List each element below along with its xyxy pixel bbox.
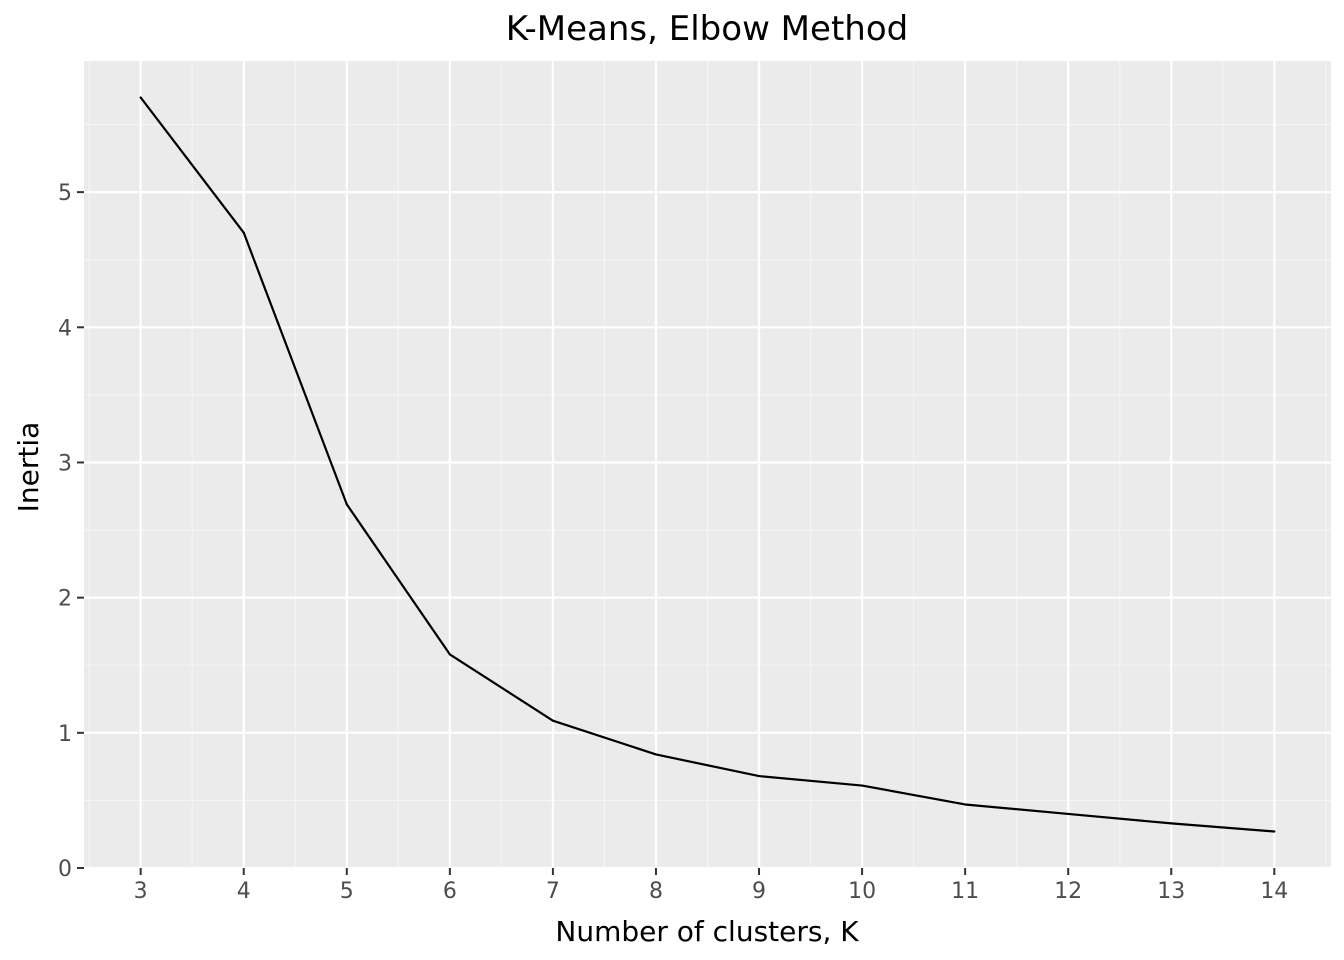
data-point — [757, 774, 761, 778]
x-tick-label: 7 — [546, 879, 560, 904]
y-tick-label: 1 — [58, 722, 72, 747]
y-axis-title: Inertia — [12, 422, 45, 513]
series-line — [139, 96, 1275, 833]
data-point — [964, 803, 967, 806]
major-grid — [84, 61, 1331, 870]
chart-title: K-Means, Elbow Method — [506, 9, 908, 49]
x-tick-label: 9 — [752, 879, 766, 904]
x-tick-label: 10 — [848, 879, 876, 904]
x-axis-ticks: 3 4 5 6 7 8 9 10 11 12 13 14 — [134, 868, 1288, 904]
y-tick-label: 3 — [58, 451, 72, 476]
data-point — [448, 653, 451, 656]
x-axis-title: Number of clusters, K — [555, 915, 859, 948]
y-tick-label: 0 — [58, 857, 72, 882]
data-point — [551, 719, 555, 722]
x-tick-label: 14 — [1260, 879, 1288, 904]
x-tick-label: 6 — [443, 879, 457, 904]
data-point — [860, 784, 864, 787]
x-tick-label: 11 — [951, 879, 979, 904]
data-point — [1170, 822, 1173, 825]
x-tick-label: 8 — [649, 879, 663, 904]
y-tick-label: 4 — [58, 316, 72, 341]
x-tick-label: 12 — [1054, 879, 1082, 904]
x-tick-label: 3 — [134, 879, 148, 904]
data-points — [139, 96, 1276, 833]
data-point — [242, 231, 245, 234]
y-tick-label: 5 — [58, 181, 72, 206]
x-tick-label: 5 — [340, 879, 354, 904]
x-tick-label: 4 — [237, 879, 251, 904]
data-point — [1067, 812, 1070, 816]
y-tick-label: 2 — [58, 587, 72, 612]
x-tick-label: 13 — [1157, 879, 1185, 904]
data-point — [1273, 830, 1276, 833]
data-point — [345, 503, 348, 506]
y-axis-ticks: 0 1 2 3 4 5 — [58, 181, 84, 882]
data-point — [654, 753, 658, 756]
data-point — [139, 96, 142, 99]
